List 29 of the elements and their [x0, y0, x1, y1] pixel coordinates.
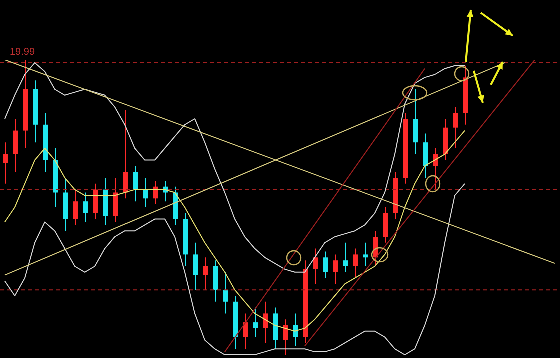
candlestick: [313, 248, 318, 285]
candlestick: [83, 192, 88, 223]
candlestick: [203, 257, 208, 291]
candlestick: [263, 301, 268, 344]
candlestick: [113, 178, 118, 223]
candlestick: [73, 189, 78, 226]
candlestick: [253, 307, 258, 338]
candlestick: [333, 254, 338, 285]
candlestick: [353, 248, 358, 279]
candlestick: [423, 133, 428, 178]
candlestick: [283, 319, 288, 355]
candlestick: [193, 242, 198, 291]
candlestick: [93, 183, 98, 220]
candlestick: [383, 207, 388, 244]
candlestick: [363, 242, 368, 267]
text: 19.99: [10, 47, 36, 58]
candlestick: [123, 110, 128, 200]
candlestick: [453, 106, 458, 149]
candlestick: [343, 242, 348, 273]
candlestick: [133, 166, 138, 202]
candlestick: [223, 272, 228, 314]
candlestick: [413, 89, 418, 155]
candlestick: [13, 118, 18, 173]
candlestick: [243, 313, 248, 350]
candlestick: [143, 178, 148, 208]
candlestick: [213, 260, 218, 302]
candlestick: [3, 142, 8, 184]
candlestick: [293, 313, 298, 347]
candlestick: [323, 251, 328, 279]
